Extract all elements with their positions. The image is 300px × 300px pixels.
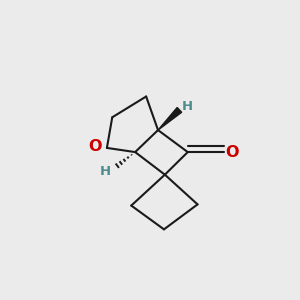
Text: O: O <box>88 139 102 154</box>
Text: H: H <box>100 165 111 178</box>
Text: H: H <box>181 100 192 113</box>
Text: O: O <box>225 145 239 160</box>
Polygon shape <box>158 107 182 130</box>
